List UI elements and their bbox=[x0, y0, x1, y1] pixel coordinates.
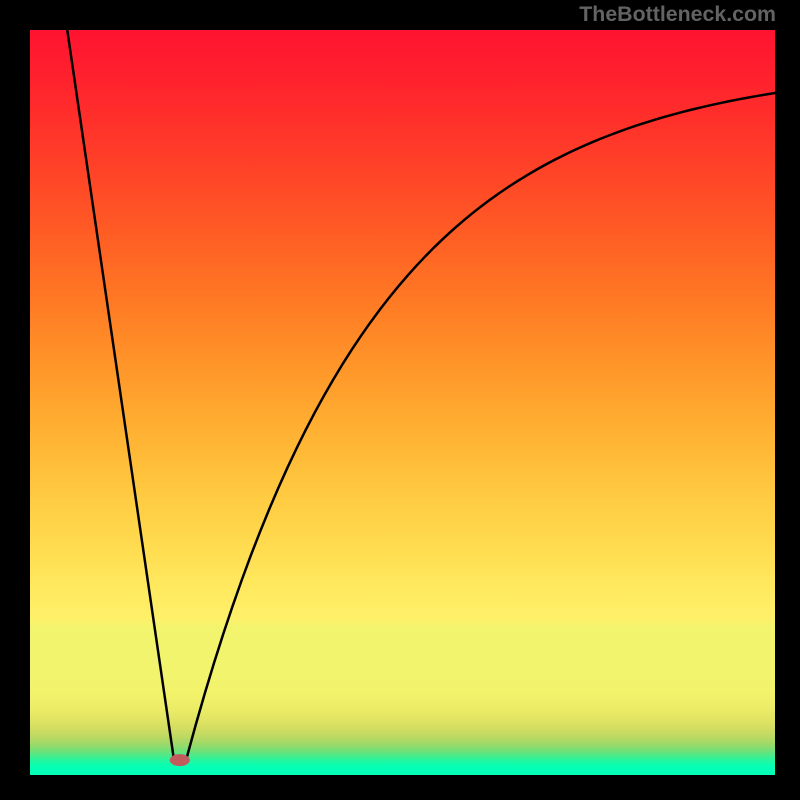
plot-area bbox=[30, 30, 775, 775]
optimum-marker bbox=[170, 754, 190, 766]
gradient-background bbox=[30, 30, 775, 775]
watermark-text: TheBottleneck.com bbox=[579, 2, 776, 27]
plot-svg bbox=[30, 30, 775, 775]
chart-frame: TheBottleneck.com bbox=[0, 0, 800, 800]
